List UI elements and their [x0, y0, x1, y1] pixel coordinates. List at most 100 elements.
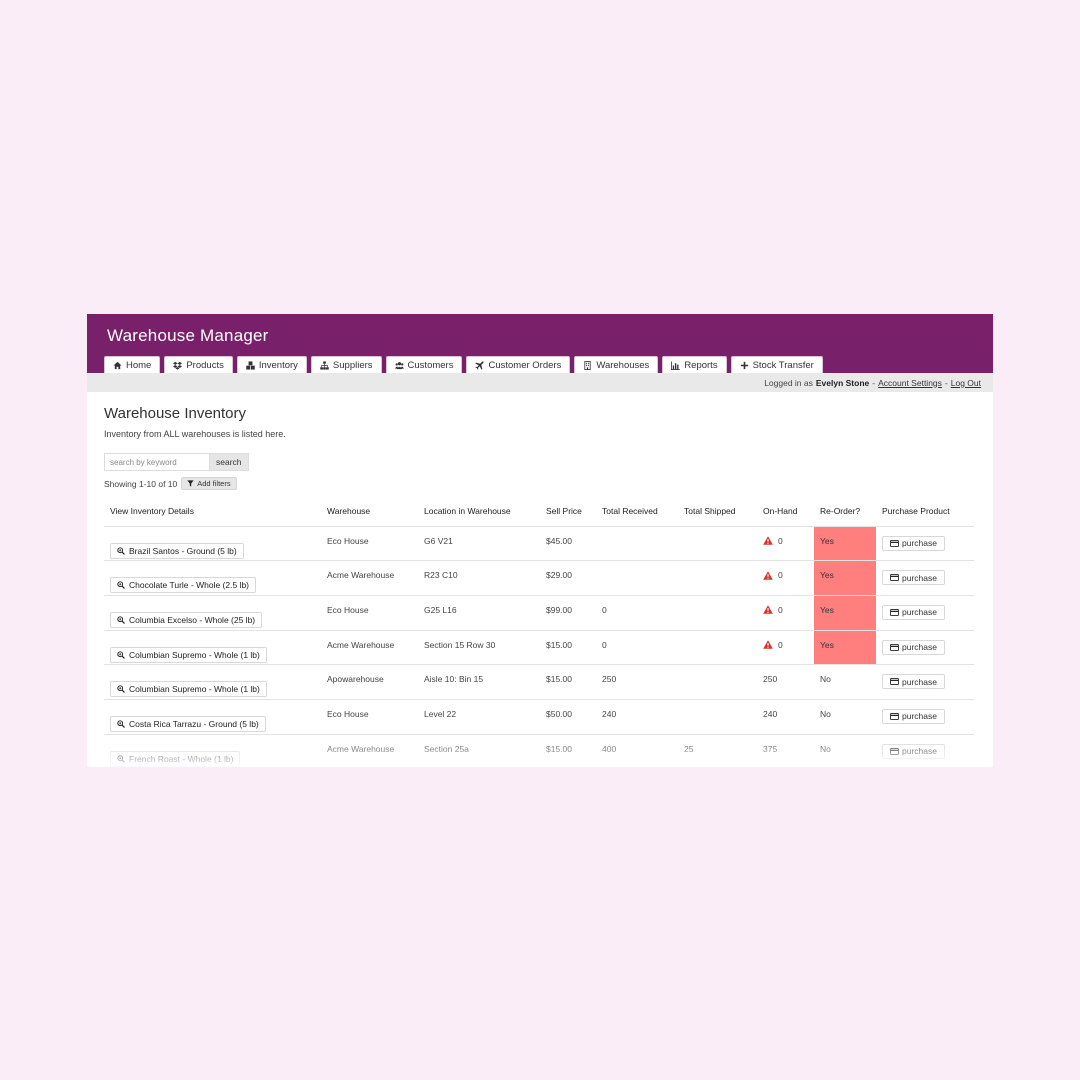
building-icon: [583, 360, 592, 370]
location-cell: Section 15 Row 30: [418, 630, 540, 666]
search-input[interactable]: [104, 453, 209, 471]
price-cell: $15.00: [540, 664, 596, 700]
location-cell: Level 22: [418, 699, 540, 735]
purchase-button[interactable]: purchase: [882, 570, 945, 586]
separator: -: [872, 377, 876, 388]
product-name: Columbian Supremo - Whole (1 lb): [129, 649, 260, 660]
price-cell: $15.00: [540, 734, 596, 767]
add-filters-label: Add filters: [197, 479, 231, 488]
view-details-button[interactable]: French Roast - Whole (1 lb): [110, 750, 241, 767]
tab-label: Suppliers: [332, 359, 373, 371]
table-row: Brazil Santos - Ground (5 lb) Eco House …: [104, 526, 974, 562]
view-details-button[interactable]: Columbian Supremo - Whole (1 lb): [110, 681, 267, 698]
shipped-cell: 25: [678, 734, 757, 767]
tab-label: Customers: [407, 359, 454, 371]
price-cell: $29.00: [540, 560, 596, 596]
user-name: Evelyn Stone: [815, 377, 870, 388]
warehouse-cell: Acme Warehouse: [321, 734, 418, 767]
main-content: Warehouse Inventory Inventory from ALL w…: [87, 405, 993, 767]
view-details-button[interactable]: Columbia Excelso - Whole (25 lb): [110, 611, 263, 628]
filter-icon: [187, 480, 194, 487]
purchase-button[interactable]: purchase: [882, 604, 945, 620]
reorder-cell: Yes: [814, 595, 876, 631]
credit-card-icon: [890, 539, 899, 547]
received-cell: [596, 526, 678, 562]
purchase-button[interactable]: purchase: [882, 639, 945, 655]
product-name: Chocolate Turle - Whole (2.5 lb): [129, 580, 249, 591]
onhand-value: 0: [778, 639, 783, 650]
credit-card-icon: [890, 643, 899, 651]
table-row: Columbian Supremo - Whole (1 lb) Acme Wa…: [104, 630, 974, 666]
warning-icon: [763, 570, 773, 580]
column-header: On-Hand: [757, 504, 814, 527]
warning-icon: [763, 605, 773, 615]
shipped-cell: [678, 526, 757, 562]
view-details-button[interactable]: Costa Rica Tarrazu - Ground (5 lb): [110, 715, 266, 732]
column-header: Purchase Product: [876, 504, 974, 527]
onhand-cell: 375: [757, 734, 814, 767]
column-header: Total Shipped: [678, 504, 757, 527]
tab-suppliers[interactable]: Suppliers: [310, 356, 382, 373]
dropbox-icon: [173, 361, 183, 370]
credit-card-icon: [890, 747, 899, 755]
product-name: Costa Rica Tarrazu - Ground (5 lb): [129, 718, 259, 729]
credit-card-icon: [890, 678, 899, 686]
tab-stock-transfer[interactable]: Stock Transfer: [730, 356, 823, 373]
price-cell: $45.00: [540, 526, 596, 562]
table-row: Costa Rica Tarrazu - Ground (5 lb) Eco H…: [104, 699, 974, 735]
onhand-value: 0: [778, 535, 783, 546]
tab-customers[interactable]: Customers: [385, 356, 463, 373]
plus-icon: [740, 361, 749, 370]
reorder-cell: No: [814, 699, 876, 735]
column-header: Warehouse: [321, 504, 418, 527]
onhand-value: 0: [778, 570, 783, 581]
tab-customer-orders[interactable]: Customer Orders: [466, 356, 571, 373]
tab-warehouses[interactable]: Warehouses: [574, 356, 659, 373]
search-bar: search: [104, 453, 976, 471]
purchase-label: purchase: [902, 642, 937, 653]
table-row: Chocolate Turle - Whole (2.5 lb) Acme Wa…: [104, 560, 974, 596]
purchase-button[interactable]: purchase: [882, 535, 945, 551]
warehouse-cell: Eco House: [321, 699, 418, 735]
onhand-cell: 240: [757, 699, 814, 735]
app-window: Warehouse Manager Home Products Inventor…: [87, 314, 993, 767]
tab-home[interactable]: Home: [104, 356, 161, 373]
shipped-cell: [678, 664, 757, 700]
tab-products[interactable]: Products: [164, 356, 233, 373]
plane-icon: [475, 360, 485, 370]
purchase-label: purchase: [902, 676, 937, 687]
shipped-cell: [678, 630, 757, 666]
received-cell: 240: [596, 699, 678, 735]
purchase-button[interactable]: purchase: [882, 743, 945, 759]
view-details-button[interactable]: Chocolate Turle - Whole (2.5 lb): [110, 577, 256, 594]
onhand-cell: 0: [757, 526, 814, 562]
reorder-cell: Yes: [814, 526, 876, 562]
price-cell: $99.00: [540, 595, 596, 631]
tab-label: Warehouses: [596, 359, 650, 371]
location-cell: Aisle 10: Bin 15: [418, 664, 540, 700]
tab-inventory[interactable]: Inventory: [236, 356, 307, 373]
tab-reports[interactable]: Reports: [662, 356, 727, 373]
add-filters-button[interactable]: Add filters: [181, 477, 237, 490]
log-out-link[interactable]: Log Out: [950, 377, 981, 388]
user-bar: Logged in as Evelyn Stone - Account Sett…: [87, 373, 993, 392]
account-settings-link[interactable]: Account Settings: [878, 377, 942, 388]
view-details-button[interactable]: Brazil Santos - Ground (5 lb): [110, 542, 244, 559]
inventory-table: View Inventory Details Warehouse Locatio…: [104, 504, 974, 767]
warehouse-cell: Acme Warehouse: [321, 630, 418, 666]
purchase-button[interactable]: purchase: [882, 674, 945, 690]
view-details-button[interactable]: Columbian Supremo - Whole (1 lb): [110, 646, 267, 663]
sitemap-icon: [320, 360, 329, 370]
warning-icon: [763, 640, 773, 649]
search-button[interactable]: search: [209, 453, 249, 471]
onhand-cell: 250: [757, 664, 814, 700]
separator: -: [944, 377, 948, 388]
purchase-button[interactable]: purchase: [882, 708, 945, 724]
onhand-value: 0: [778, 604, 783, 615]
onhand-cell: 0: [757, 560, 814, 596]
reorder-cell: Yes: [814, 560, 876, 596]
zoom-in-icon: [117, 546, 125, 555]
table-header-row: View Inventory Details Warehouse Locatio…: [104, 504, 974, 527]
column-header: Sell Price: [540, 504, 596, 527]
tab-label: Products: [186, 359, 224, 371]
